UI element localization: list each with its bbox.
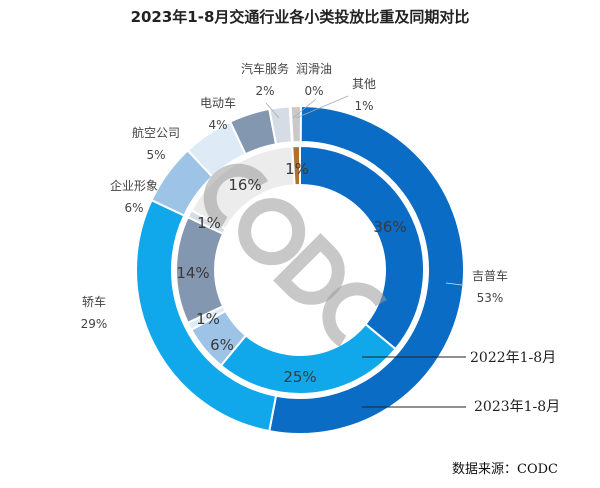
outer-category-label-3: 航空公司 xyxy=(132,125,180,140)
inner-label-6: 16% xyxy=(228,176,261,194)
outer-category-label-2: 企业形象 xyxy=(110,178,158,193)
inner-label-7: 1% xyxy=(285,160,309,178)
leader-line-jeep xyxy=(445,282,463,286)
inner-slice-7 xyxy=(291,144,301,187)
watermark-letter-o xyxy=(238,198,306,266)
watermark-letter-c1 xyxy=(203,163,269,229)
inner-label-1: 25% xyxy=(283,368,316,386)
series-label-outer: 2023年1-8月 xyxy=(474,399,560,415)
outer-percent-label-0: 53% xyxy=(477,291,504,305)
inner-label-5: 1% xyxy=(197,214,221,232)
leader-line-other xyxy=(295,95,349,119)
outer-percent-label-6: 0% xyxy=(304,84,323,98)
outer-category-label-6: 润滑油 xyxy=(296,62,332,76)
inner-slice-0 xyxy=(299,144,425,351)
inner-label-2: 6% xyxy=(210,336,234,354)
source-note: 数据来源：CODC xyxy=(452,462,558,477)
inner-label-3: 1% xyxy=(196,310,220,328)
watermark-logo xyxy=(203,163,387,347)
leader-line-lube xyxy=(292,98,317,119)
outer-percent-label-4: 4% xyxy=(208,118,227,132)
series-label-inner: 2022年1-8月 xyxy=(470,350,556,366)
watermark-letter-c2 xyxy=(322,282,387,347)
leader-line-service xyxy=(265,102,280,119)
outer-category-label-4: 电动车 xyxy=(200,95,236,110)
inner-label-0: 36% xyxy=(373,218,406,236)
watermark-letter-d xyxy=(273,233,345,305)
chart-title: 2023年1-8月交通行业各小类投放比重及同期对比 xyxy=(130,8,470,26)
outer-percent-label-7: 1% xyxy=(354,99,373,113)
outer-slice-0 xyxy=(268,104,465,435)
outer-percent-label-5: 2% xyxy=(255,84,274,98)
outer-percent-label-3: 5% xyxy=(146,148,165,162)
outer-slice-7 xyxy=(289,105,302,144)
inner-label-4: 14% xyxy=(176,264,209,282)
outer-category-label-5: 汽车服务 xyxy=(241,61,289,76)
outer-category-label-1: 轿车 xyxy=(82,294,106,309)
outer-category-label-0: 吉普车 xyxy=(472,268,508,283)
outer-category-label-7: 其他 xyxy=(352,77,376,91)
outer-percent-label-2: 6% xyxy=(124,201,143,215)
outer-percent-label-1: 29% xyxy=(81,317,108,331)
